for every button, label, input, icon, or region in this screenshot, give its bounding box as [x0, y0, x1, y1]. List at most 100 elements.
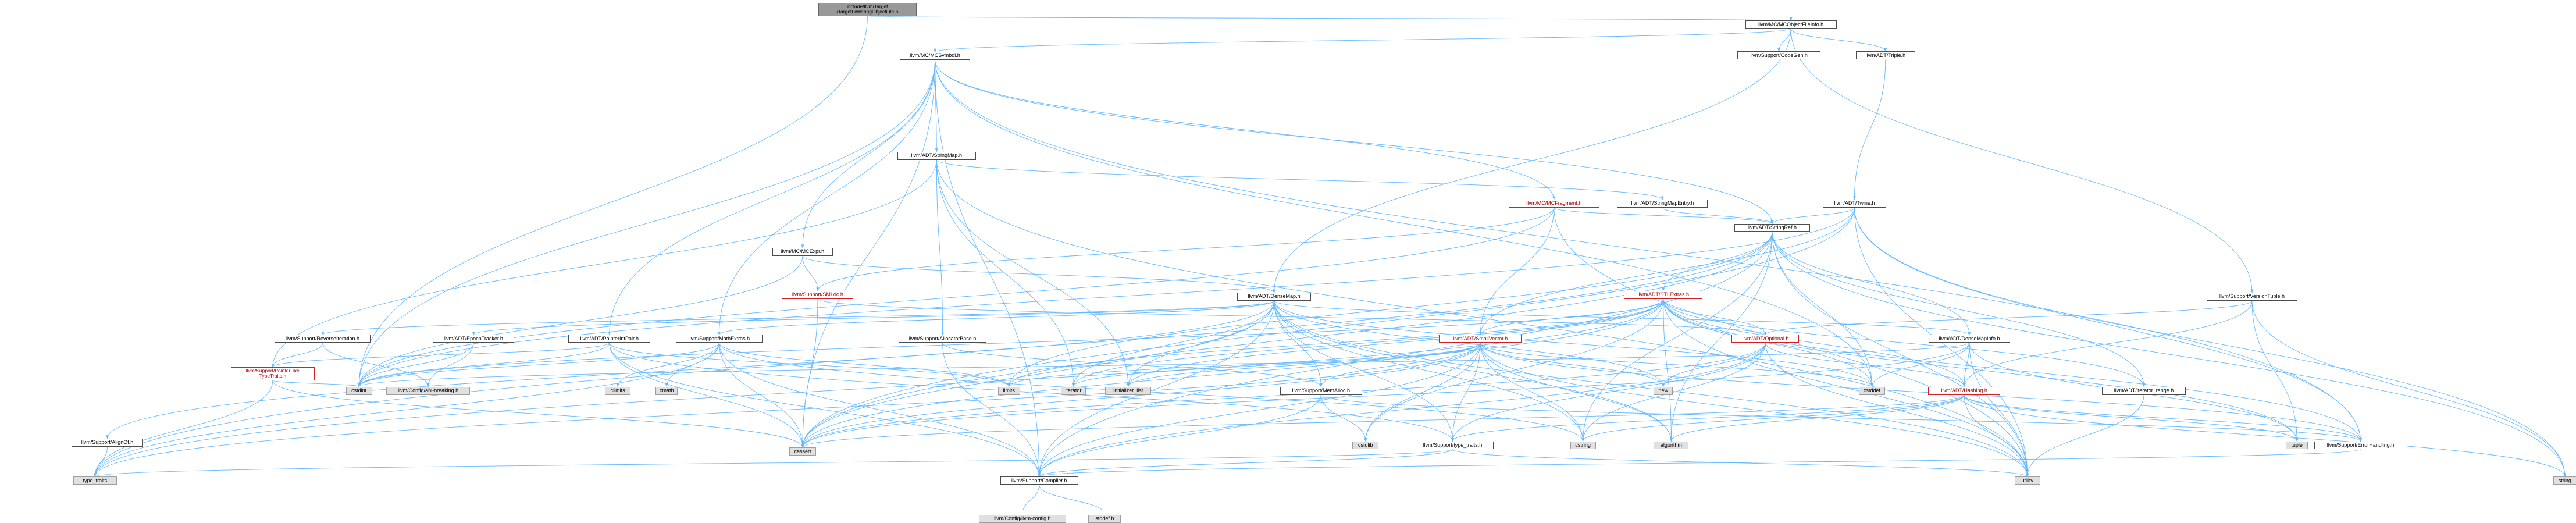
node-label: string	[2558, 477, 2571, 483]
node-label: llvm/Support/PointerLike TypeTraits.h	[245, 368, 300, 379]
node-pointerintpair[interactable]: llvm/ADT/PointerIntPair.h	[568, 335, 651, 343]
node-root[interactable]: include/llvm/Target /TargetLoweringObjec…	[818, 2, 917, 16]
edge-stringref-to-densemapinfo	[1772, 232, 1971, 336]
node-label: llvm/Config/abi-breaking.h	[398, 387, 459, 393]
node-label: llvm/Support/MemAlloc.h	[1292, 387, 1350, 393]
node-ptrliketraits[interactable]: llvm/Support/PointerLike TypeTraits.h	[231, 367, 315, 380]
edge-hashing-to-errorhandling	[1964, 394, 2362, 442]
node-hashing[interactable]: llvm/ADT/Hashing.h	[1927, 386, 2001, 395]
edge-stringref-to-compiler	[1038, 232, 1773, 477]
edge-twine-to-stringref	[1770, 207, 1855, 225]
edge-mcsymbol-to-cstddef	[935, 60, 1874, 387]
edge-stlextras-to-iterrange	[1663, 298, 2146, 387]
node-cstring[interactable]: cstring	[1570, 441, 1596, 450]
node-label: llvm/Support/AllocatorBase.h	[908, 335, 977, 341]
node-densemap[interactable]: llvm/ADT/DenseMap.h	[1237, 293, 1312, 301]
node-label: llvm/Support/Compiler.h	[1011, 477, 1067, 483]
node-densemapinfo[interactable]: llvm/ADT/DenseMapInfo.h	[1928, 335, 2011, 343]
node-new[interactable]: new	[1654, 386, 1673, 395]
edge-stringmap-to-initlist	[936, 159, 1130, 387]
node-stringref[interactable]: llvm/ADT/StringRef.h	[1734, 223, 1810, 232]
edge-densemap-to-alignof	[106, 300, 1275, 439]
node-memalloc[interactable]: llvm/Support/MemAlloc.h	[1280, 386, 1362, 395]
node-limits[interactable]: limits	[997, 386, 1020, 395]
edge-densemap-to-reverseiter	[321, 300, 1275, 336]
edge-twine-to-cassert	[801, 207, 1855, 448]
node-label: cstddef	[1864, 387, 1881, 393]
node-codegen[interactable]: llvm/Support/CodeGen.h	[1737, 51, 1821, 60]
node-string[interactable]: string	[2553, 476, 2576, 485]
node-cmath[interactable]: cmath	[655, 386, 678, 395]
node-utility[interactable]: utility	[2014, 476, 2040, 485]
node-mcofi[interactable]: llvm/MC/MCObjectFileInfo.h	[1745, 20, 1837, 29]
edge-optional-to-new	[1662, 343, 1766, 387]
node-errorhandling[interactable]: llvm/Support/ErrorHandling.h	[2314, 441, 2407, 450]
edge-mcfragment-to-smloc	[816, 207, 1555, 291]
node-label: llvm/ADT/PointerIntPair.h	[580, 335, 639, 341]
edge-smallvector-to-cstring	[1480, 343, 1585, 442]
node-label: limits	[1003, 387, 1015, 393]
edge-mcsymbol-to-cstdint	[357, 60, 936, 387]
edge-densemap-to-densemapinfo	[1274, 300, 1971, 336]
node-epochtracker[interactable]: llvm/ADT/EpochTracker.h	[432, 335, 515, 343]
edge-stlextras-to-cstdint	[357, 298, 1664, 387]
node-stringmapentry[interactable]: llvm/ADT/StringMapEntry.h	[1617, 200, 1708, 208]
edge-stringmapentry-to-stringref	[1662, 207, 1774, 225]
node-stringmap[interactable]: llvm/ADT/StringMap.h	[897, 151, 976, 160]
node-smallvector[interactable]: llvm/ADT/SmallVector.h	[1439, 335, 1522, 343]
edge-mathextras-to-climits	[616, 343, 719, 387]
edge-densemap-to-memalloc	[1274, 300, 1323, 387]
edge-stlextras-to-iterator	[1071, 298, 1664, 387]
edge-typetraitsllvm-to-compiler	[1038, 449, 1453, 477]
edge-hashing-to-utility	[1964, 394, 2029, 477]
edge-mcfragment-to-cstdint	[357, 207, 1555, 387]
edge-stringref-to-typetraits	[93, 232, 1773, 477]
node-initlist[interactable]: initializer_list	[1105, 386, 1152, 395]
edge-epochtracker-to-cstdint	[357, 343, 474, 387]
edge-pointerintpair-to-ptrliketraits	[271, 342, 610, 368]
node-cassert[interactable]: cassert	[789, 447, 816, 456]
node-twine[interactable]: llvm/ADT/Twine.h	[1822, 200, 1887, 208]
node-mcfragment[interactable]: llvm/MC/MCFragment.h	[1508, 200, 1599, 208]
node-algorithm[interactable]: algorithm	[1654, 441, 1689, 450]
node-iterrange[interactable]: llvm/ADT/iterator_range.h	[2102, 386, 2186, 395]
node-abibreaking[interactable]: llvm/Config/abi-breaking.h	[386, 386, 470, 395]
node-reverseiter[interactable]: llvm/Support/ReverseIteration.h	[275, 335, 371, 343]
node-versiontuple[interactable]: llvm/Support/VersionTuple.h	[2207, 293, 2297, 301]
edge-triple-to-twine	[1852, 59, 1886, 200]
edge-pointerintpair-to-limits	[609, 343, 1011, 387]
node-mcexpr[interactable]: llvm/MC/MCExpr.h	[772, 248, 833, 257]
node-triple[interactable]: llvm/ADT/Triple.h	[1855, 51, 1916, 60]
edge-allocatorbase-to-memalloc	[942, 343, 1323, 387]
node-tuple[interactable]: tuple	[2286, 441, 2308, 450]
edge-optional-to-cassert	[801, 343, 1766, 448]
edge-hashing-to-tuple	[1964, 394, 2299, 442]
edge-mcofi-to-triple	[1790, 29, 1887, 52]
node-mathextras[interactable]: llvm/Support/MathExtras.h	[675, 335, 763, 343]
node-stlextras[interactable]: llvm/ADT/STLExtras.h	[1624, 291, 1703, 299]
node-typetraitsllvm[interactable]: llvm/Support/type_traits.h	[1412, 441, 1494, 450]
node-smloc[interactable]: llvm/Support/SMLoc.h	[782, 291, 854, 299]
node-cstdlib[interactable]: cstdlib	[1352, 441, 1379, 450]
edge-stringmap-to-ptrliketraits	[271, 159, 937, 368]
node-label: llvm/Support/VersionTuple.h	[2219, 293, 2285, 300]
node-typetraits[interactable]: type_traits	[73, 476, 117, 485]
node-allocatorbase[interactable]: llvm/Support/AllocatorBase.h	[898, 335, 987, 343]
node-alignof[interactable]: llvm/Support/AlignOf.h	[72, 438, 144, 447]
node-mcsymbol[interactable]: llvm/MC/MCSymbol.h	[899, 52, 971, 61]
edge-densemapinfo-to-cstddef	[1870, 343, 1970, 387]
edge-stringref-to-stlextras	[1662, 232, 1773, 291]
node-label: cstdlib	[1358, 442, 1373, 448]
node-stddef[interactable]: stddef.h	[1088, 514, 1121, 523]
edge-stlextras-to-cstdlib	[1364, 298, 1664, 442]
node-compiler[interactable]: llvm/Support/Compiler.h	[1000, 476, 1078, 485]
node-label: llvm/MC/MCSymbol.h	[910, 52, 960, 59]
node-llvmconfig[interactable]: llvm/Config/llvm-config.h	[978, 514, 1067, 523]
edge-errorhandling-to-compiler	[1038, 449, 2361, 477]
node-cstddef[interactable]: cstddef	[1858, 386, 1886, 395]
node-iterator[interactable]: iterator	[1060, 386, 1086, 395]
node-climits[interactable]: climits	[605, 386, 630, 395]
node-optional[interactable]: llvm/ADT/Optional.h	[1731, 335, 1800, 343]
node-label: type_traits	[83, 477, 108, 483]
node-cstdint[interactable]: cstdint	[345, 386, 372, 395]
